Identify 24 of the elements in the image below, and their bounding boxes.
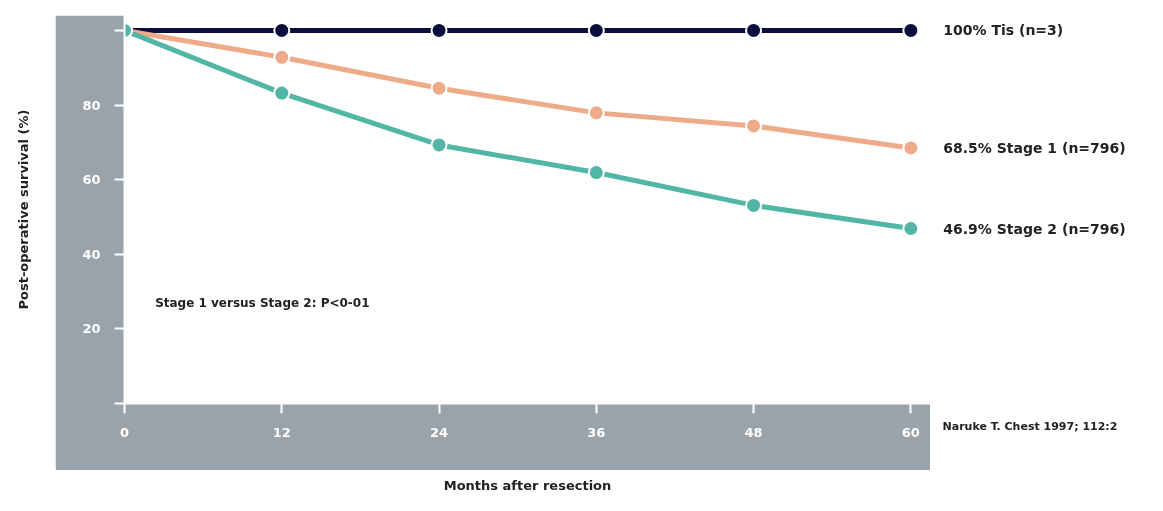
y-axis-title: Post-operative survival (%) (15, 109, 31, 310)
text: Naruke T. Chest 1997; 112:2 (942, 419, 1118, 433)
point (745, 117, 763, 135)
x-tick-label: 60 (901, 424, 920, 440)
point (587, 104, 605, 122)
y-tick-label: 20 (82, 321, 101, 337)
point (273, 48, 291, 66)
y-tick-label: 60 (82, 172, 101, 188)
point (430, 136, 448, 154)
series-label: 46.9% Stage 2 (n=796) (943, 220, 1126, 237)
point (273, 84, 291, 102)
y-tick-label: 40 (82, 246, 101, 262)
point (902, 139, 920, 157)
x-tick-label: 0 (119, 424, 130, 440)
x-tick-label: 12 (272, 424, 291, 440)
point (430, 79, 448, 97)
y-tick-label: 80 (82, 97, 101, 113)
annotation: Stage 1 versus Stage 2: P<0-01 (155, 295, 370, 310)
series-label: 68.5% Stage 1 (n=796) (943, 139, 1126, 156)
series-label: 100% Tis (n=3) (943, 22, 1064, 39)
x-tick-label: 48 (744, 424, 763, 440)
x-tick-label: 24 (429, 424, 449, 440)
x-tick-label: 36 (587, 424, 606, 440)
x-axis-title: Months after resection (443, 477, 612, 493)
